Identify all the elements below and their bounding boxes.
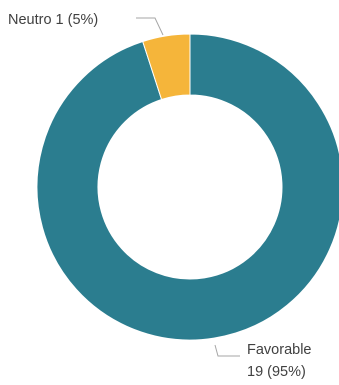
leader-line-neutro	[136, 17, 164, 36]
donut-slices	[36, 33, 339, 341]
slice-neutro	[142, 33, 191, 101]
leader-line-favorable	[214, 344, 240, 357]
data-label-favorable-line1: Favorable	[247, 342, 311, 358]
data-label-favorable-line2: 19 (95%)	[247, 364, 306, 380]
data-label-neutro: Neutro 1 (5%)	[8, 12, 98, 28]
slice-favorable	[36, 33, 339, 341]
